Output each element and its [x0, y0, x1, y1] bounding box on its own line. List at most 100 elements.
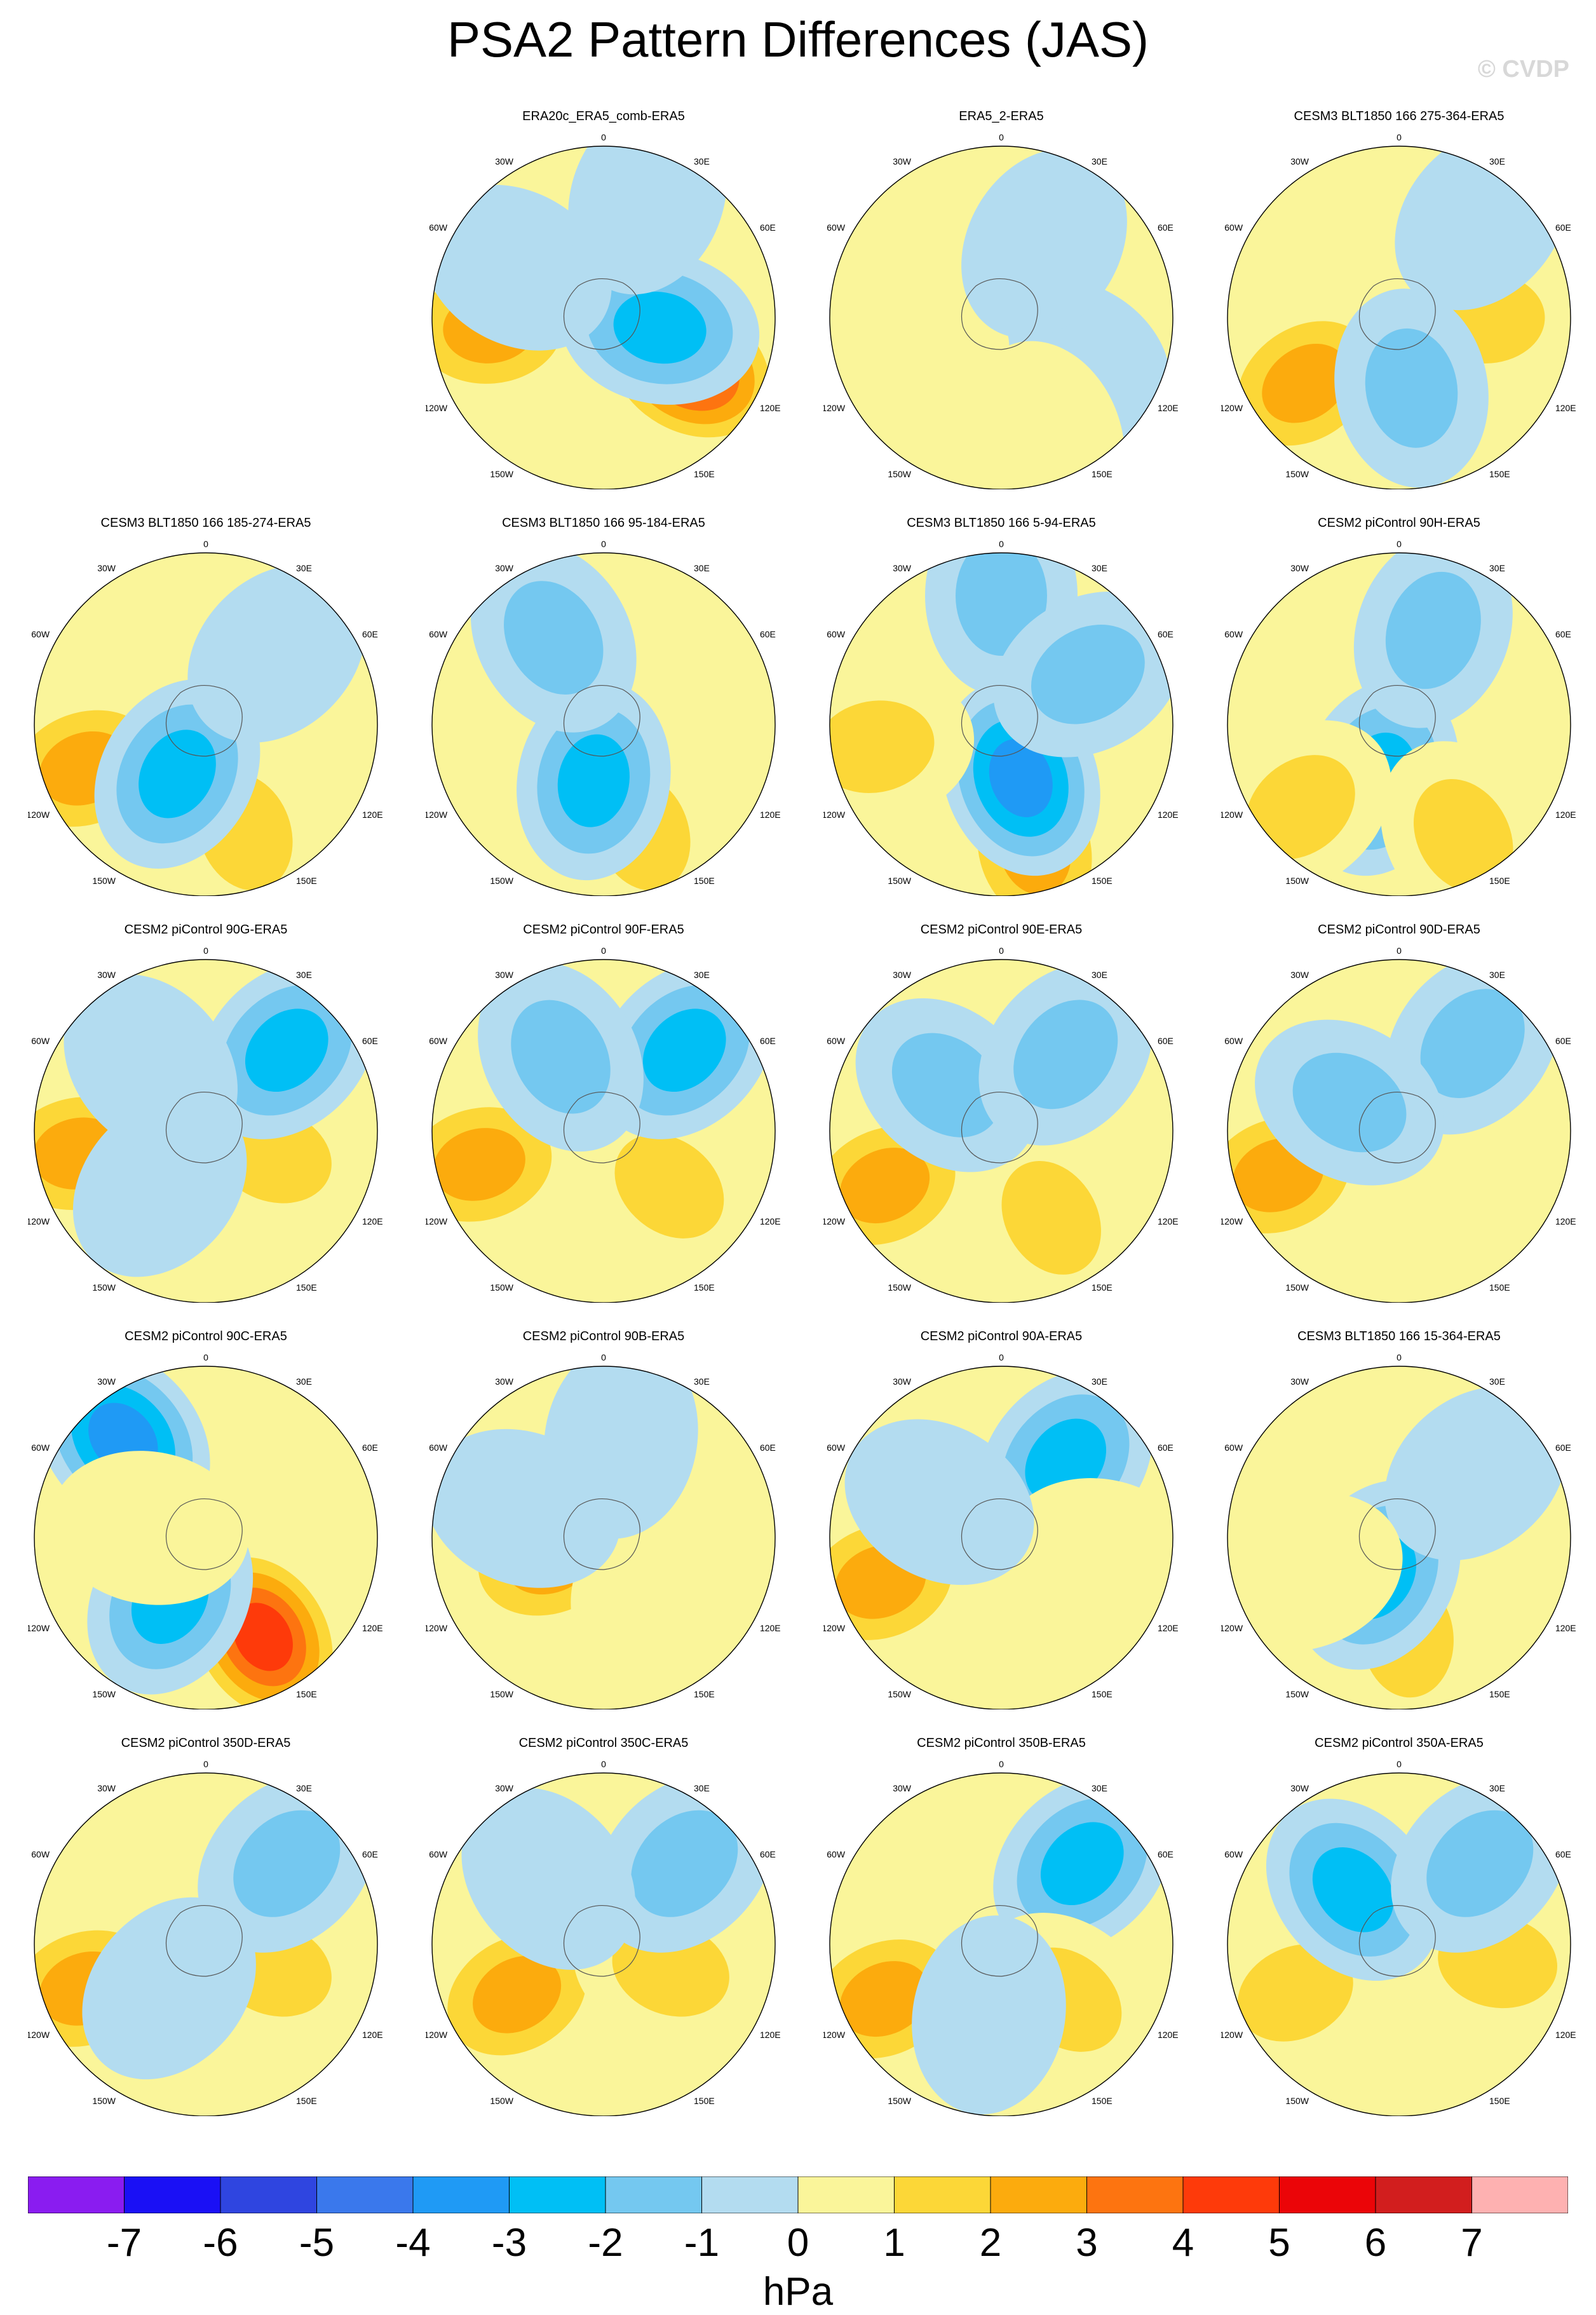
longitude-label: 120E	[1158, 1216, 1179, 1226]
coastline	[961, 684, 1038, 757]
longitude-label: 60W	[31, 1443, 50, 1453]
map-border	[829, 959, 1173, 1303]
contour-fill	[1001, 1160, 1101, 1275]
panel-title: CESM2 piControl 90A-ERA5	[920, 1329, 1083, 1343]
contour-fill	[82, 1897, 256, 2080]
longitude-label: 120W	[823, 810, 846, 820]
contour-fill	[1292, 1052, 1407, 1153]
map-panel: CESM3 BLT1850 166 185-274-ERA5018030E60E…	[28, 515, 384, 896]
longitude-label: 150E	[694, 1689, 715, 1699]
contour-fill	[989, 739, 1053, 818]
contour-fill	[504, 581, 604, 695]
longitude-label: 150E	[296, 876, 317, 886]
figure-title: PSA2 Pattern Differences (JAS)	[447, 11, 1149, 67]
longitude-label: 30E	[1489, 563, 1505, 573]
longitude-label: 60W	[827, 1849, 846, 1859]
panel-title: CESM2 piControl 90E-ERA5	[920, 923, 1083, 937]
longitude-label: 60E	[1555, 629, 1571, 639]
contour-fill	[1040, 1822, 1124, 1906]
longitude-label: 60E	[1158, 222, 1173, 233]
longitude-label: 30E	[1092, 156, 1107, 166]
longitude-label: 150W	[92, 2096, 116, 2106]
longitude-label: 120W	[28, 810, 50, 820]
longitude-label: 60E	[760, 629, 776, 639]
polar-map: 018030E60E90E120E150E30W60W90W120W150W	[426, 132, 781, 489]
map-border	[1227, 1772, 1571, 2116]
polar-map: 018030E60E90E120E150E30W60W90W120W150W	[1221, 946, 1576, 1303]
longitude-label: 60W	[429, 1849, 448, 1859]
longitude-label: 150W	[888, 1282, 911, 1293]
colorbar-tick-label: -4	[395, 2221, 431, 2265]
contour-fill	[433, 1128, 525, 1201]
panel-title: ERA20c_ERA5_comb-ERA5	[522, 109, 685, 123]
polar-map: 018030E60E90E120E150E30W60W90W120W150W	[823, 946, 1179, 1303]
coastline	[1358, 684, 1436, 757]
longitude-label: 0	[601, 132, 606, 142]
polar-map: 018030E60E90E120E150E30W60W90W120W150W	[823, 539, 1179, 896]
colorbar-swatch	[28, 2176, 125, 2213]
longitude-label: 150W	[888, 469, 911, 479]
longitude-label: 150W	[490, 1282, 513, 1293]
contour-fill	[844, 1419, 1034, 1585]
longitude-label: 0	[601, 1352, 606, 1362]
longitude-label: 150E	[694, 469, 715, 479]
map-panel: ERA20c_ERA5_comb-ERA5018030E60E90E120E15…	[426, 108, 781, 489]
longitude-label: 60E	[362, 1036, 378, 1046]
coastline	[563, 1498, 640, 1570]
colorbar-tick-label: 1	[883, 2221, 905, 2265]
longitude-label: 30E	[296, 1376, 312, 1387]
longitude-label: 0	[203, 1352, 208, 1362]
longitude-label: 60E	[362, 629, 378, 639]
longitude-label: 150E	[1092, 2096, 1112, 2106]
map-panel: CESM2 piControl 350D-ERA5018030E60E90E12…	[28, 1735, 384, 2116]
panel-title: CESM2 piControl 350A-ERA5	[1315, 1736, 1484, 1750]
longitude-label: 0	[601, 539, 606, 549]
panel-title: ERA5_2-ERA5	[959, 109, 1044, 123]
colorbar-tick-label: -6	[203, 2221, 238, 2265]
longitude-label: 30E	[694, 1783, 710, 1793]
longitude-label: 0	[601, 1759, 606, 1769]
contour-fill	[50, 1451, 249, 1605]
contour-fill	[614, 1134, 724, 1239]
map-panel: CESM2 piControl 350B-ERA5018030E60E90E12…	[823, 1735, 1179, 2116]
longitude-label: 0	[203, 946, 208, 956]
contour-fill	[1426, 1810, 1534, 1917]
panel-title: CESM2 piControl 90H-ERA5	[1318, 516, 1480, 530]
colorbar	[28, 2176, 1568, 2213]
contour-fill	[961, 149, 1127, 339]
longitude-label: 150W	[490, 1689, 513, 1699]
longitude-label: 0	[999, 132, 1004, 142]
panel-title: CESM3 BLT1850 166 5-94-ERA5	[907, 516, 1096, 530]
colorbar-swatch	[797, 2176, 895, 2213]
longitude-label: 30W	[1290, 970, 1309, 980]
map-panel: CESM3 BLT1850 166 5-94-ERA5 018030E60E90E…	[823, 515, 1179, 896]
panel-title: CESM2 piControl 90F-ERA5	[523, 923, 684, 937]
colorbar-swatch	[1279, 2176, 1376, 2213]
longitude-label: 120E	[760, 1216, 781, 1226]
longitude-label: 120E	[1158, 810, 1179, 820]
longitude-label: 60E	[1158, 1036, 1173, 1046]
panel-title: CESM2 piControl 90G-ERA5	[124, 923, 288, 937]
map-border	[431, 146, 776, 489]
longitude-label: 150W	[1285, 876, 1309, 886]
map-border	[431, 959, 776, 1303]
longitude-label: 150E	[1489, 1282, 1510, 1293]
longitude-label: 60W	[827, 1443, 846, 1453]
longitude-label: 120W	[1221, 2030, 1243, 2040]
panel-title: CESM2 piControl 350D-ERA5	[121, 1736, 291, 1750]
map-panel: CESM2 piControl 350A-ERA5018030E60E90E12…	[1221, 1735, 1577, 2116]
map-panel: ERA5_2-ERA5018030E60E90E120E150E30W60W90…	[823, 108, 1179, 489]
map-border	[1227, 552, 1571, 896]
longitude-label: 30E	[694, 156, 710, 166]
longitude-label: 60W	[1224, 1849, 1243, 1859]
longitude-label: 30W	[893, 970, 912, 980]
longitude-label: 0	[1396, 1759, 1402, 1769]
longitude-label: 60W	[429, 1443, 448, 1453]
longitude-label: 120E	[760, 810, 781, 820]
map-border	[34, 1772, 378, 2116]
longitude-label: 30W	[1290, 563, 1309, 573]
longitude-label: 150E	[694, 1282, 715, 1293]
polar-map: 018030E60E90E120E150E30W60W90W120W150W	[823, 132, 1179, 489]
coastline	[961, 1498, 1038, 1570]
longitude-label: 150W	[490, 2096, 513, 2106]
